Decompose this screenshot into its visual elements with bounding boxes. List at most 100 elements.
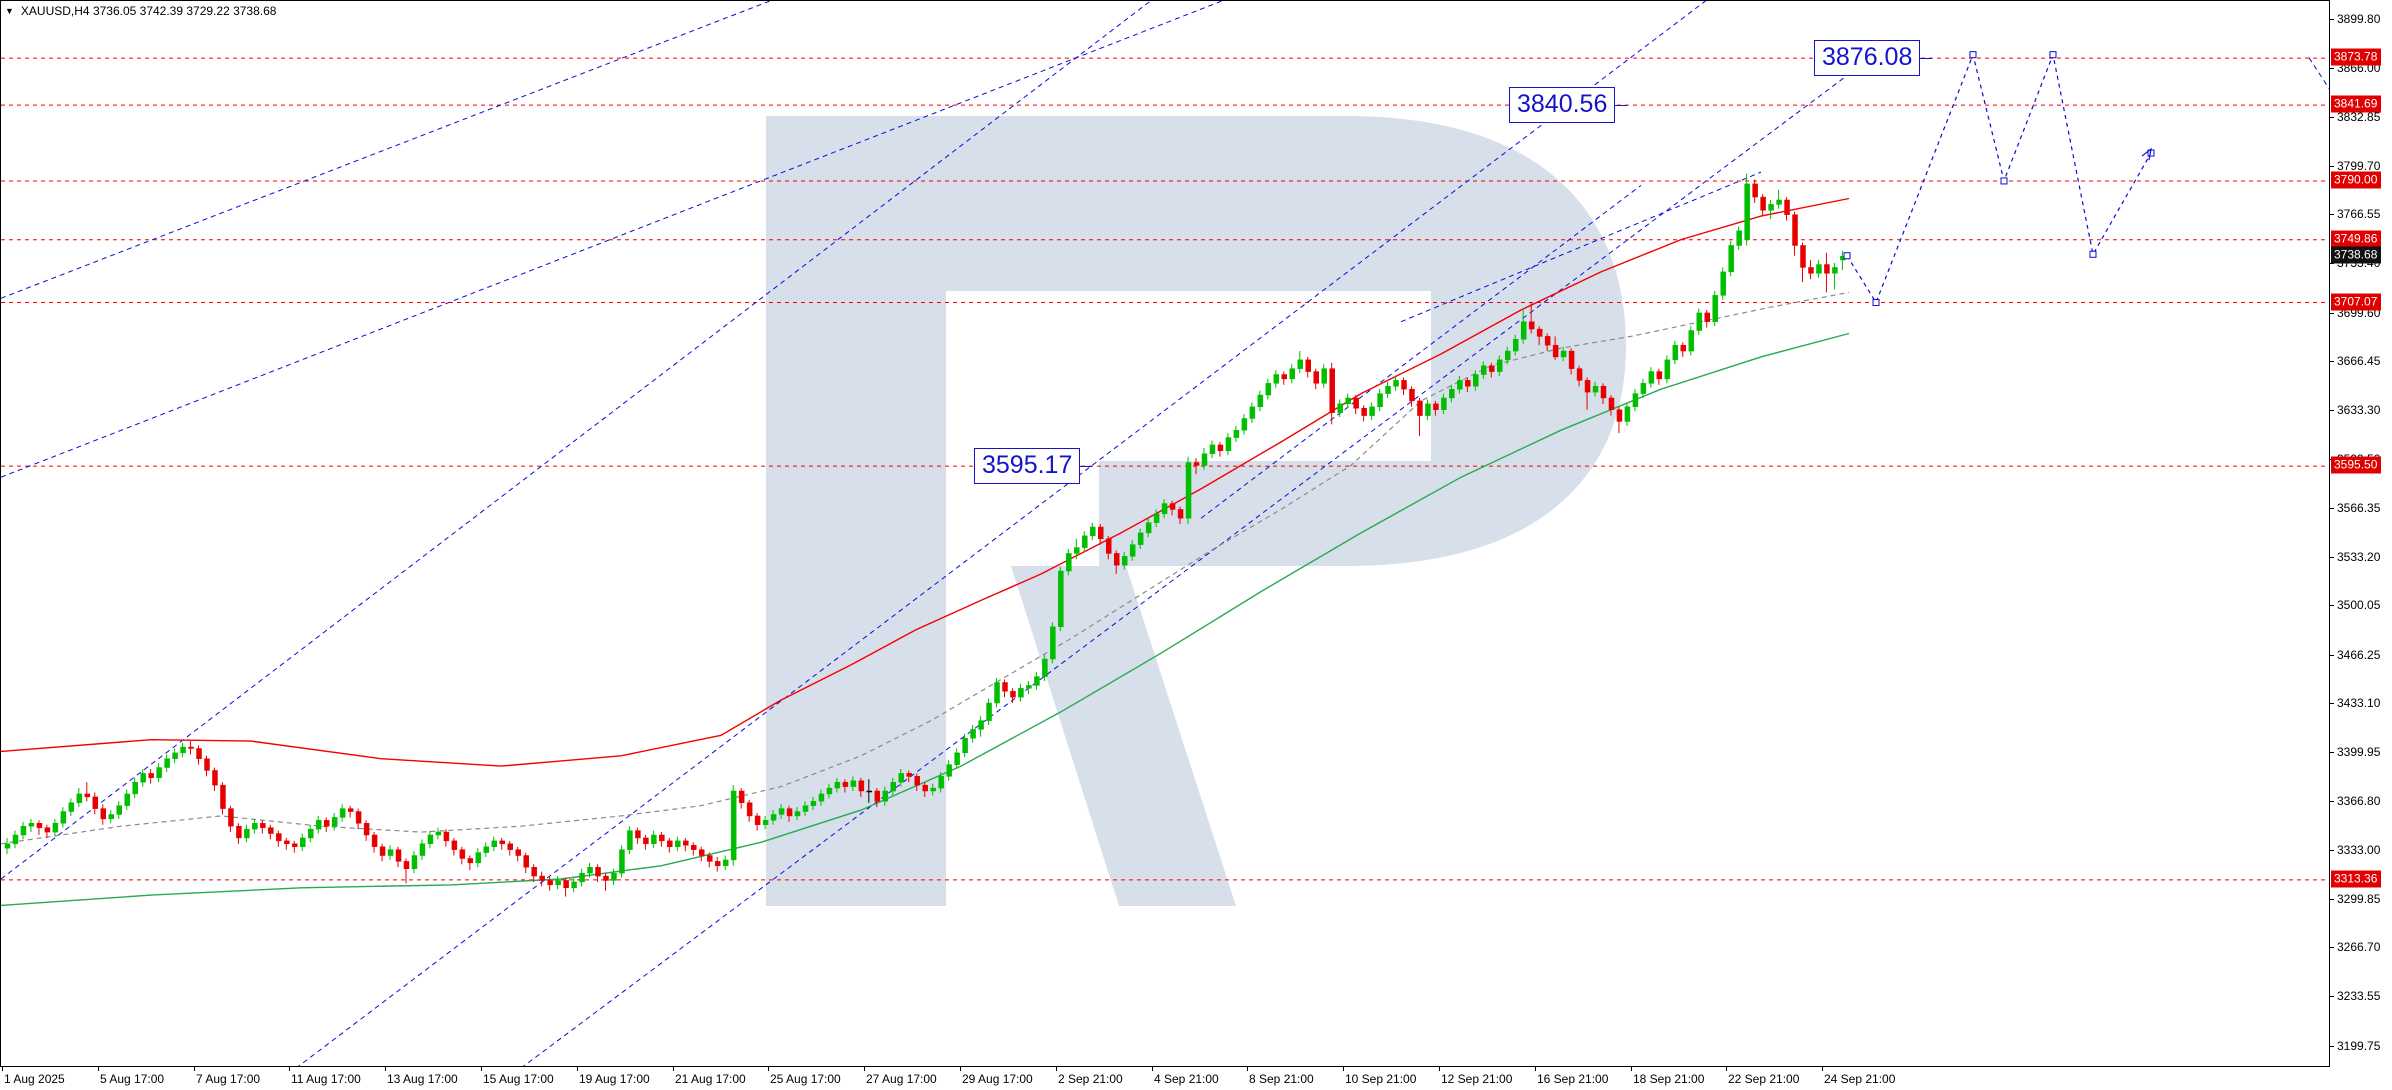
trend-line[interactable] [1400, 171, 1762, 323]
price-tick-mark [2330, 313, 2334, 314]
candle [1050, 622, 1056, 664]
candle [1113, 550, 1120, 574]
candle [1281, 371, 1288, 385]
candle [395, 846, 402, 868]
candle [1536, 326, 1543, 346]
candle [571, 877, 577, 893]
candle [946, 760, 952, 781]
candle [547, 876, 553, 891]
candle [1249, 402, 1256, 423]
ma-red[interactable] [1, 197, 1850, 767]
price-tick-label: 3233.55 [2337, 989, 2381, 1003]
time-tick-label: 5 Aug 17:00 [100, 1072, 165, 1086]
ma-green[interactable] [1, 332, 1850, 907]
candle [1449, 384, 1455, 403]
candle [1377, 389, 1383, 412]
candle [188, 741, 194, 755]
candle [419, 839, 426, 860]
candle [92, 792, 99, 815]
price-tick-label: 3366.80 [2337, 794, 2381, 808]
trend-line[interactable] [1, 1, 1224, 478]
time-tick-label: 16 Sep 21:00 [1537, 1072, 1609, 1086]
time-tick-label: 10 Sep 21:00 [1345, 1072, 1417, 1086]
trend-line[interactable] [1, 1, 772, 299]
candle [1568, 348, 1575, 375]
candle [778, 804, 785, 819]
candle [1409, 386, 1415, 407]
candle [746, 799, 753, 822]
chart-canvas[interactable] [1, 1, 2329, 1066]
price-tick-mark [2330, 68, 2334, 69]
time-tick-mark [1056, 1067, 1057, 1071]
trend-line[interactable] [1, 1, 1152, 880]
zigzag-anchor[interactable] [1843, 252, 1851, 260]
candle [1744, 173, 1750, 246]
candle [986, 698, 992, 726]
price-axis[interactable]: 3899.803866.003832.853799.703766.553733.… [2330, 0, 2392, 1067]
candle [611, 868, 617, 885]
candle [930, 783, 936, 796]
candle [1273, 370, 1280, 388]
price-tick-mark [2330, 117, 2334, 118]
candle [898, 769, 905, 787]
candle [882, 786, 889, 806]
candle [1736, 226, 1742, 250]
trend-line[interactable] [296, 1, 1707, 1066]
ma-gray[interactable] [1, 291, 1850, 845]
zigzag-anchor[interactable] [2049, 51, 2057, 59]
zigzag-anchor[interactable] [1872, 299, 1880, 307]
candle [922, 782, 928, 797]
candle [1441, 393, 1447, 415]
candle [1473, 370, 1479, 391]
time-axis[interactable]: 1 Aug 2025 5 Aug 17:00 7 Aug 17:00 11 Aug 1… [0, 1067, 2392, 1090]
time-tick-label: 13 Aug 17:00 [387, 1072, 458, 1086]
candle [1217, 441, 1224, 457]
candle [1481, 361, 1487, 379]
candle [635, 827, 641, 844]
symbol-dropdown-icon[interactable]: ▼ [5, 5, 14, 16]
price-tick-label: 3566.35 [2337, 501, 2381, 515]
candle [1265, 378, 1272, 400]
candle [28, 818, 35, 833]
candle [379, 843, 386, 862]
candle [180, 742, 186, 758]
trend-line[interactable] [1200, 184, 1642, 519]
price-annotation[interactable]: 3876.08 [1814, 40, 1933, 77]
candle [970, 725, 976, 743]
price-annotation[interactable]: 3595.17 [974, 448, 1093, 485]
zigzag-anchor[interactable] [1969, 51, 1977, 59]
candle [156, 763, 162, 783]
trend-line[interactable] [2308, 57, 2329, 92]
candle [483, 842, 490, 857]
candle [1353, 395, 1359, 415]
forecast-zigzag[interactable] [1846, 52, 2152, 304]
candle [794, 807, 801, 821]
time-tick-mark [960, 1067, 961, 1071]
candle [1664, 355, 1671, 384]
price-tick-label: 3633.30 [2337, 403, 2381, 417]
candle [1688, 326, 1695, 356]
price-tick-mark [2330, 410, 2334, 411]
current-price-badge: 3738.68 [2331, 246, 2382, 264]
candle [76, 788, 83, 808]
price-tick-label: 3533.20 [2337, 550, 2381, 564]
candle [1520, 309, 1527, 344]
candle [651, 830, 657, 849]
price-annotation[interactable]: 3840.56 [1509, 87, 1628, 124]
candle [1010, 688, 1016, 704]
candle [1161, 499, 1168, 519]
candle [108, 810, 114, 824]
time-tick-mark [1343, 1067, 1344, 1071]
plot-area[interactable]: 3595.17 3840.56 3876.08 [0, 0, 2330, 1067]
candle [1544, 333, 1551, 352]
zigzag-anchor[interactable] [2089, 250, 2097, 258]
candle [1640, 378, 1647, 398]
candle [1401, 377, 1407, 396]
candle [691, 842, 697, 856]
time-tick-mark [98, 1067, 99, 1071]
candle [212, 767, 218, 792]
candle [754, 813, 761, 831]
time-tick-mark [385, 1067, 386, 1071]
zigzag-anchor[interactable] [2000, 177, 2008, 185]
time-tick-mark [194, 1067, 195, 1071]
